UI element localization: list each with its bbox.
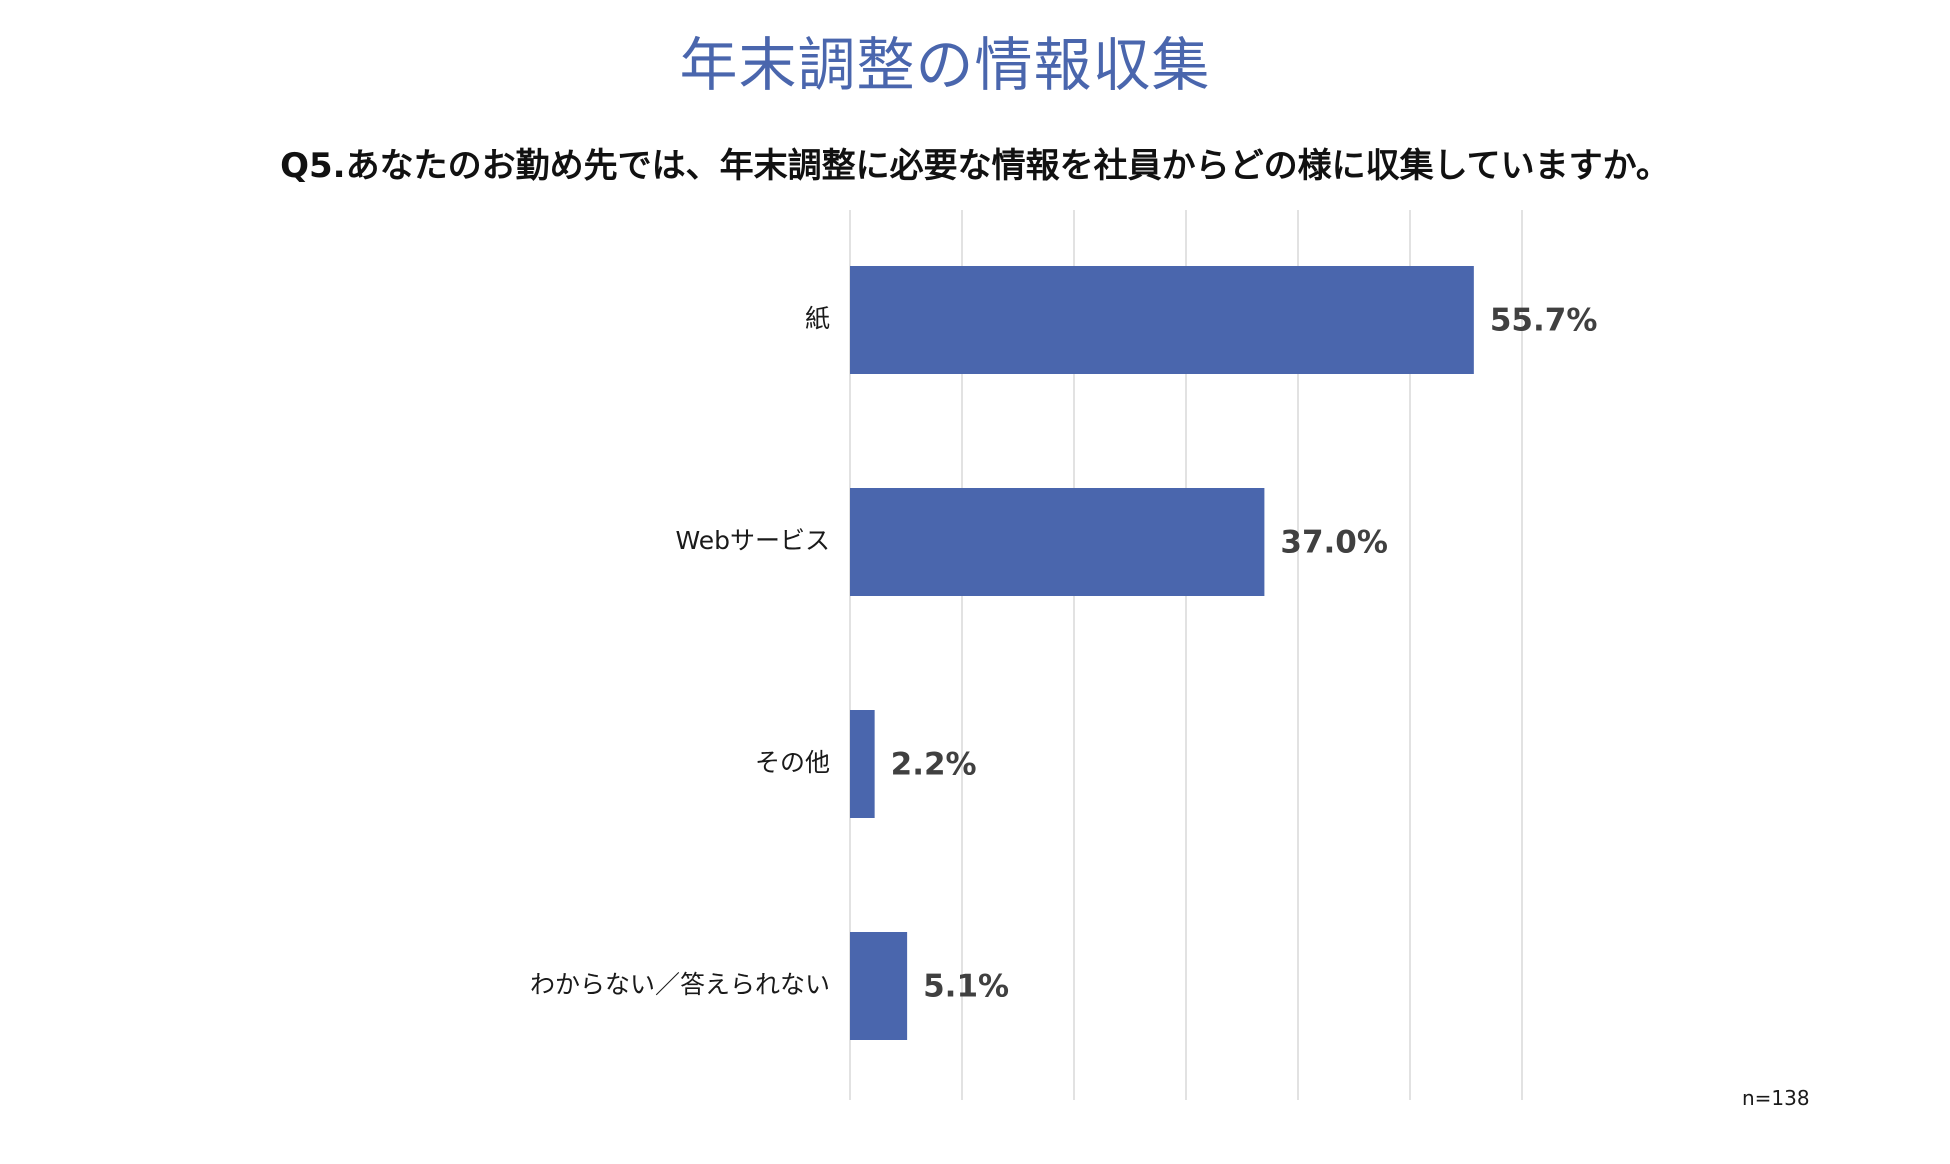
value-label: 55.7% bbox=[1490, 303, 1598, 339]
value-label: 5.1% bbox=[923, 969, 1009, 1005]
bar bbox=[850, 710, 875, 818]
value-label: 37.0% bbox=[1280, 525, 1388, 561]
category-label: その他 bbox=[755, 748, 830, 777]
bars bbox=[850, 266, 1474, 1040]
category-label: わからない／答えられない bbox=[530, 970, 830, 999]
value-label: 2.2% bbox=[891, 747, 977, 783]
category-label: 紙 bbox=[805, 304, 830, 333]
sample-size-note: n=138 bbox=[1742, 1086, 1810, 1110]
bar bbox=[850, 266, 1474, 374]
chart-title: 年末調整の情報収集 bbox=[679, 31, 1211, 99]
category-label: Webサービス bbox=[675, 526, 830, 555]
labels: 紙 55.7% Webサービス 37.0% その他 2.2% わからない／答えられない 5.1… bbox=[530, 303, 1597, 1005]
bar bbox=[850, 488, 1265, 596]
question-text: Q5.あなたのお勤め先では、年末調整に必要な情報を社員からどの様に収集しています… bbox=[280, 146, 1670, 186]
bar bbox=[850, 932, 908, 1040]
